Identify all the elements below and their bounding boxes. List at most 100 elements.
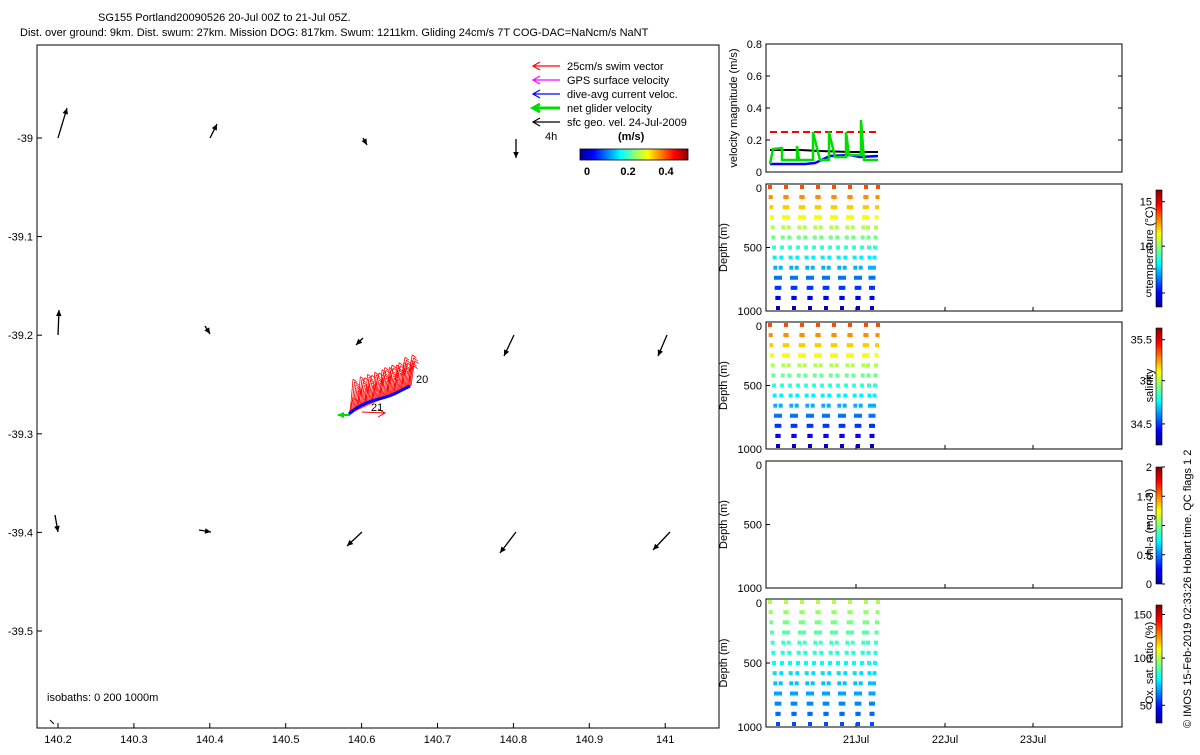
profile-marker — [793, 423, 798, 428]
profile-marker — [868, 413, 873, 418]
profile-marker — [774, 285, 779, 290]
swim-vector — [349, 379, 354, 414]
depth-colorbar — [1155, 466, 1163, 585]
profile-marker — [845, 225, 850, 230]
profile-marker — [798, 215, 802, 220]
profile-marker — [860, 373, 865, 378]
net-glider-arrowhead — [337, 412, 344, 418]
profile-marker — [814, 205, 819, 210]
geo-velocity-arrowhead — [356, 338, 363, 345]
profile-marker — [786, 640, 791, 645]
profile-marker — [866, 235, 871, 240]
legend-swatch-head — [531, 117, 541, 127]
profile-marker — [864, 195, 869, 200]
profile-marker — [842, 681, 847, 686]
profile-marker — [826, 275, 830, 280]
profile-marker — [834, 640, 839, 645]
profile-marker — [822, 691, 826, 696]
map-panel: 140.2 140.3 140.4 140.5 140.6 140.7 140.8 140.9… — [8, 44, 720, 746]
profile-marker — [790, 413, 794, 418]
colorbar-label: salinity — [1144, 368, 1156, 402]
profile-marker — [832, 323, 836, 327]
profile-marker — [836, 393, 841, 398]
profile-marker — [846, 205, 851, 210]
profile-marker — [794, 275, 798, 280]
profile-marker — [772, 255, 777, 260]
profile-marker — [809, 701, 814, 706]
profile-markers — [768, 323, 880, 448]
day-label-20: 20 — [416, 374, 428, 386]
profile-marker — [818, 215, 822, 220]
profile-marker — [837, 265, 842, 270]
profile-marker — [827, 393, 832, 398]
swim-vector — [409, 363, 413, 387]
profile-marker — [770, 363, 775, 368]
profile-marker — [852, 255, 857, 260]
swim-vector-head — [413, 357, 418, 362]
profile-marker — [772, 661, 776, 665]
profile-marker — [788, 393, 793, 398]
profile-marker — [818, 353, 822, 358]
profile-marker — [816, 333, 821, 338]
profile-marker — [819, 235, 824, 240]
depth-colorbar — [1155, 604, 1163, 724]
profile-marker — [774, 691, 778, 696]
profile-marker — [828, 235, 833, 240]
profile-marker — [768, 600, 772, 604]
series-net-glider-velocity — [768, 119, 878, 165]
profile-marker — [806, 413, 810, 418]
profile-marker — [829, 363, 834, 368]
legend-label: dive-avg current veloc. — [567, 89, 678, 101]
geo-velocity-arrowhead — [204, 327, 210, 334]
profile-marker — [833, 205, 838, 210]
swim-vector-head — [378, 372, 384, 377]
profile-marker — [801, 205, 806, 210]
profile-marker — [779, 255, 784, 260]
profile-marker — [862, 215, 866, 220]
profile-marker — [829, 640, 834, 645]
swim-vector-head — [383, 372, 388, 376]
profile-marker — [804, 393, 809, 398]
swim-vector — [403, 368, 407, 390]
map-x-ticks: 140.2 140.3 140.4 140.5 140.6 140.7 140.8 140.9… — [44, 723, 674, 746]
profile-marker — [826, 403, 831, 408]
colorbar-tick-label: 15 — [1140, 197, 1152, 209]
profile-marker — [812, 383, 816, 388]
profile-marker — [800, 333, 805, 338]
profile-marker — [792, 444, 796, 448]
swim-vector-head — [412, 354, 417, 359]
profile-marker — [841, 701, 846, 706]
map-x-tick-label: 140.5 — [272, 734, 300, 746]
profile-marker — [774, 701, 779, 706]
profile-marker — [806, 701, 811, 706]
map-x-tick-label: 140.6 — [348, 734, 376, 746]
swim-vector — [358, 379, 363, 410]
profile-marker — [854, 423, 859, 428]
profile-marker — [836, 255, 841, 260]
map-x-tick-label: 140.4 — [196, 734, 224, 746]
profile-marker — [772, 671, 777, 676]
legend-label: 25cm/s swim vector — [567, 61, 664, 73]
profile-marker — [812, 373, 817, 378]
profile-marker — [798, 343, 803, 348]
profile-marker — [770, 215, 774, 220]
profile-marker — [834, 225, 839, 230]
profile-marker — [813, 363, 818, 368]
profile-marker — [826, 265, 831, 270]
swim-vector — [402, 365, 406, 390]
profile-marker — [858, 275, 862, 280]
depth-y-tick-label: 0 — [756, 598, 762, 610]
profile-marker — [776, 433, 781, 438]
profile-marker — [787, 235, 792, 240]
profile-marker — [810, 681, 815, 686]
profile-marker — [840, 722, 844, 726]
profile-marker — [821, 681, 826, 686]
profile-marker — [813, 225, 818, 230]
profile-marker — [854, 275, 858, 280]
depth-y-tick-label: 1000 — [738, 583, 762, 595]
profile-marker — [836, 383, 840, 388]
profile-marker — [850, 225, 855, 230]
swim-vector — [387, 370, 392, 397]
depth-y-tick-label: 0 — [756, 321, 762, 333]
profile-marker — [867, 245, 871, 250]
